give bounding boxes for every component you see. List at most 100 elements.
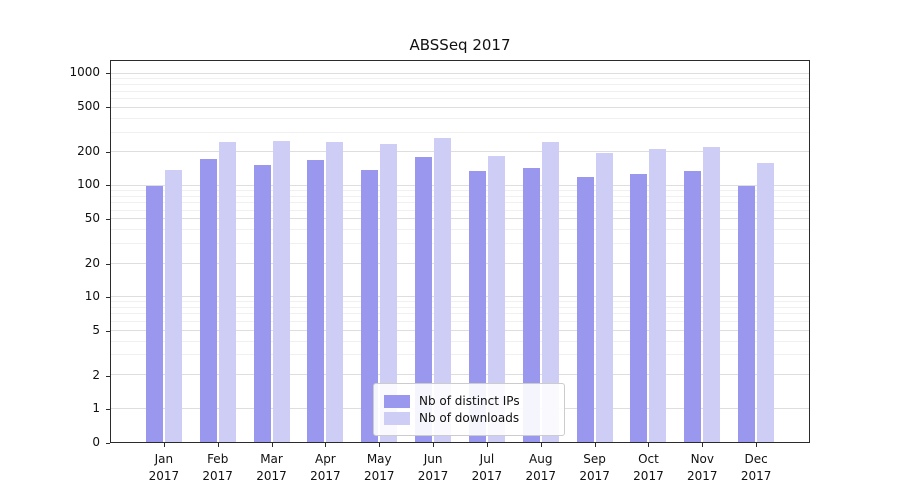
y-tick-label: 10	[84, 289, 100, 304]
x-tick-mark	[325, 443, 327, 447]
legend-label-downloads: Nb of downloads	[419, 411, 520, 425]
y-tick-label: 2	[92, 367, 100, 382]
x-tick-label-aug: Aug 2017	[525, 452, 557, 483]
bar-distinct-ips-feb	[199, 158, 217, 442]
gridline	[111, 90, 809, 92]
gridline	[111, 202, 809, 204]
gridline	[111, 73, 809, 75]
bar-distinct-ips-nov	[684, 170, 702, 442]
x-tick-label-feb: Feb 2017	[202, 452, 233, 483]
x-tick-label-apr: Apr 2017	[310, 452, 341, 483]
bar-downloads-dec	[757, 163, 775, 442]
bar-downloads-feb	[218, 142, 236, 442]
gridline	[111, 320, 809, 322]
x-tick-mark	[433, 443, 435, 447]
x-tick-mark	[271, 443, 273, 447]
gridline	[111, 195, 809, 197]
bar-downloads-apr	[326, 142, 344, 442]
x-tick-mark	[217, 443, 219, 447]
bar-distinct-ips-jul	[468, 171, 486, 442]
gridline	[111, 151, 809, 153]
y-tick-mark	[106, 107, 110, 109]
gridline	[111, 340, 809, 342]
bar-distinct-ips-dec	[738, 185, 756, 442]
gridline	[111, 296, 809, 298]
bar-distinct-ips-oct	[630, 174, 648, 442]
x-tick-label-jul: Jul 2017	[471, 452, 503, 483]
x-tick-label-jan: Jan 2017	[148, 452, 180, 483]
x-tick-mark	[163, 443, 165, 447]
gridline	[111, 329, 809, 331]
y-tick-mark	[106, 219, 110, 221]
bar-distinct-ips-jan	[145, 185, 163, 442]
x-tick-label-oct: Oct 2017	[633, 452, 664, 483]
bar-distinct-ips-apr	[307, 160, 325, 442]
bar-downloads-may	[380, 144, 398, 442]
gridline	[111, 354, 809, 356]
x-tick-label-may: May 2017	[363, 452, 395, 483]
y-tick-label: 5	[92, 323, 100, 338]
bar-distinct-ips-jun	[415, 157, 433, 442]
bar-downloads-oct	[649, 148, 667, 442]
gridline	[111, 306, 809, 308]
gridline	[111, 84, 809, 86]
y-tick-label: 200	[77, 143, 100, 158]
x-tick-mark	[486, 443, 488, 447]
gridline	[111, 374, 809, 376]
legend: Nb of distinct IPs Nb of downloads	[373, 383, 565, 436]
x-tick-mark	[756, 443, 758, 447]
chart-title: ABSSeq 2017	[409, 36, 511, 54]
gridline	[111, 301, 809, 303]
y-tick-mark	[106, 443, 110, 444]
x-tick-mark	[702, 443, 704, 447]
bar-distinct-ips-aug	[522, 167, 540, 442]
gridline	[111, 313, 809, 315]
y-tick-mark	[106, 185, 110, 187]
y-tick-label: 1	[92, 401, 100, 416]
x-tick-mark	[379, 443, 381, 447]
y-tick-label: 500	[77, 99, 100, 114]
legend-swatch-downloads	[384, 411, 410, 425]
legend-label-distinct-ips: Nb of distinct IPs	[419, 394, 520, 408]
bar-downloads-jun	[434, 137, 452, 442]
y-tick-mark	[106, 375, 110, 377]
bar-downloads-nov	[703, 146, 721, 442]
gridline	[111, 209, 809, 211]
gridline	[111, 243, 809, 245]
y-tick-label: 20	[84, 255, 100, 270]
bar-downloads-jan	[164, 169, 182, 442]
plot-area: Nb of distinct IPs Nb of downloads	[110, 60, 810, 443]
y-tick-mark	[106, 263, 110, 265]
bar-downloads-aug	[541, 142, 559, 442]
y-tick-label: 1000	[69, 65, 100, 80]
x-tick-mark	[648, 443, 650, 447]
y-tick-mark	[106, 151, 110, 153]
gridline	[111, 98, 809, 100]
x-tick-mark	[540, 443, 542, 447]
gridline	[111, 131, 809, 133]
gridline	[111, 218, 809, 220]
y-tick-mark	[106, 409, 110, 411]
gridline	[111, 189, 809, 191]
y-tick-mark	[106, 331, 110, 333]
gridline	[111, 184, 809, 186]
x-tick-label-mar: Mar 2017	[256, 452, 287, 483]
y-tick-label: 100	[77, 177, 100, 192]
x-tick-mark	[594, 443, 596, 447]
y-tick-label: 50	[84, 211, 100, 226]
gridline	[111, 117, 809, 119]
bar-distinct-ips-mar	[253, 164, 271, 442]
bar-distinct-ips-may	[361, 169, 379, 442]
bar-distinct-ips-sep	[576, 176, 594, 442]
y-tick-label: 0	[92, 435, 100, 449]
gridline	[111, 106, 809, 108]
y-tick-mark	[106, 73, 110, 75]
bar-downloads-mar	[272, 141, 290, 442]
legend-entry-downloads: Nb of downloads	[384, 411, 554, 425]
legend-entry-distinct-ips: Nb of distinct IPs	[384, 394, 554, 408]
x-tick-label-nov: Nov 2017	[687, 452, 718, 483]
bar-downloads-jul	[487, 156, 505, 442]
gridline	[111, 78, 809, 80]
x-tick-label-jun: Jun 2017	[417, 452, 449, 483]
